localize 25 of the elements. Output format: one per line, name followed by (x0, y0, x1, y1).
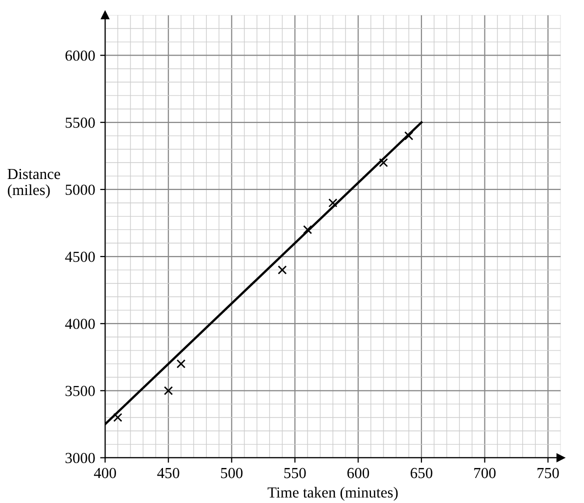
x-tick-label: 600 (347, 468, 370, 478)
point (278, 265, 287, 274)
point (164, 386, 173, 396)
y-tick-label: 3000 (66, 452, 95, 464)
x-tick-label: 550 (284, 468, 306, 478)
x-tick-label: 700 (474, 468, 496, 478)
y-tick-label: 5500 (66, 118, 95, 128)
x-tick-label: 450 (157, 468, 180, 478)
y-tick-label: 4000 (65, 318, 95, 330)
point (176, 359, 186, 368)
point (404, 131, 414, 140)
point (303, 225, 312, 234)
point (378, 158, 388, 168)
x-tick-label: 500 (221, 468, 243, 478)
x-axis-title: Time taken (minutes) (268, 486, 398, 501)
y-tick-label: 5000 (66, 184, 95, 195)
y-tick-label: 6000 (66, 50, 95, 61)
x-tick-label: 750 (538, 468, 559, 478)
y-tick-label: 4500 (65, 252, 95, 262)
x-tick-label: 400 (94, 468, 116, 478)
point (328, 198, 338, 208)
y-tick-label: 3500 (66, 386, 95, 396)
point (113, 412, 122, 422)
y-axis-title: Distance (miles) (8, 168, 60, 198)
x-tick-label: 650 (410, 468, 432, 478)
